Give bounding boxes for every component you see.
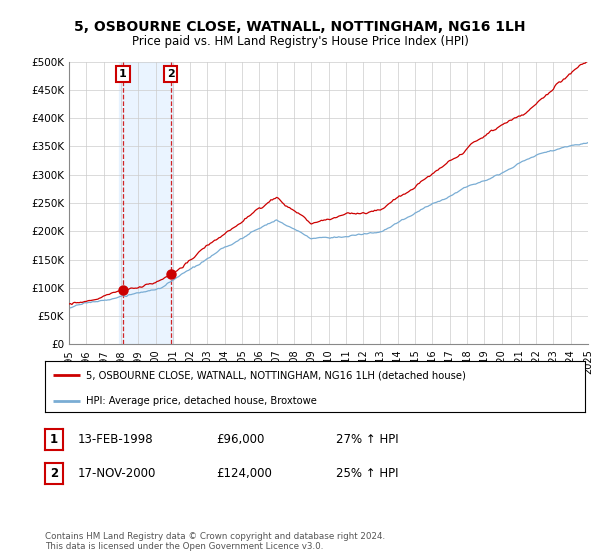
Text: Contains HM Land Registry data © Crown copyright and database right 2024.
This d: Contains HM Land Registry data © Crown c… xyxy=(45,532,385,552)
Text: 13-FEB-1998: 13-FEB-1998 xyxy=(78,433,154,446)
Text: 17-NOV-2000: 17-NOV-2000 xyxy=(78,466,157,480)
Text: 25% ↑ HPI: 25% ↑ HPI xyxy=(336,466,398,480)
Text: 5, OSBOURNE CLOSE, WATNALL, NOTTINGHAM, NG16 1LH (detached house): 5, OSBOURNE CLOSE, WATNALL, NOTTINGHAM, … xyxy=(86,370,466,380)
Text: 1: 1 xyxy=(50,433,58,446)
Text: 5, OSBOURNE CLOSE, WATNALL, NOTTINGHAM, NG16 1LH: 5, OSBOURNE CLOSE, WATNALL, NOTTINGHAM, … xyxy=(74,20,526,34)
Text: £124,000: £124,000 xyxy=(216,466,272,480)
Text: 1: 1 xyxy=(119,69,127,79)
Text: HPI: Average price, detached house, Broxtowe: HPI: Average price, detached house, Brox… xyxy=(86,395,316,405)
Text: Price paid vs. HM Land Registry's House Price Index (HPI): Price paid vs. HM Land Registry's House … xyxy=(131,35,469,48)
Text: 27% ↑ HPI: 27% ↑ HPI xyxy=(336,433,398,446)
Text: 2: 2 xyxy=(50,466,58,480)
Text: 2: 2 xyxy=(167,69,175,79)
Text: £96,000: £96,000 xyxy=(216,433,265,446)
Bar xyxy=(119,62,173,344)
